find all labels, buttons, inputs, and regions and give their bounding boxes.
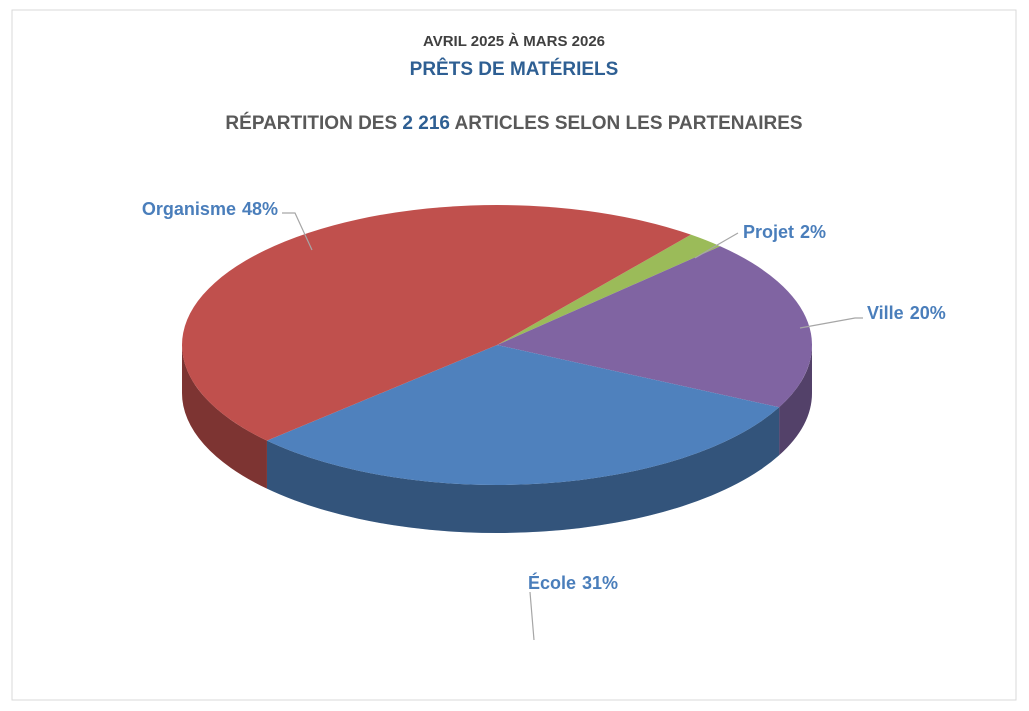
leader-line: [694, 232, 739, 259]
data-label: École 31%: [528, 572, 618, 593]
leader-line: [282, 212, 313, 251]
side-shade: [779, 345, 812, 456]
chart-title: PRÊTS DE MATÉRIELS: [410, 58, 619, 80]
slice-side: [779, 345, 812, 456]
data-label: Ville 20%: [867, 303, 946, 323]
label-category: Ville: [867, 303, 904, 323]
slice: [497, 246, 813, 408]
subtitle-number: 2 216: [402, 113, 450, 134]
side-shade: [266, 407, 780, 533]
slice-side: [182, 345, 267, 489]
label-category: École: [528, 572, 576, 593]
label-value: 31%: [582, 573, 618, 593]
label-category: Projet: [743, 222, 794, 242]
slice: [497, 234, 721, 345]
side-shade: [182, 345, 267, 489]
label-value: 48%: [242, 199, 278, 219]
label-value: 20%: [910, 303, 946, 323]
slice: [182, 205, 691, 441]
data-label: Projet 2%: [743, 222, 826, 242]
leader-line: [799, 317, 863, 329]
chart-period: AVRIL 2025 À MARS 2026: [423, 33, 605, 50]
subtitle-part: ARTICLES SELON LES PARTENAIRES: [450, 113, 803, 134]
chart-subtitle: RÉPARTITION DES 2 216 ARTICLES SELON LES…: [225, 112, 802, 134]
leader-line: [529, 591, 535, 641]
slice-side: [266, 407, 780, 533]
label-value: 2%: [800, 222, 826, 242]
subtitle-part: RÉPARTITION DES: [225, 112, 402, 134]
label-category: Organisme: [142, 199, 236, 219]
data-label: Organisme 48%: [142, 199, 278, 219]
slice: [266, 345, 780, 485]
